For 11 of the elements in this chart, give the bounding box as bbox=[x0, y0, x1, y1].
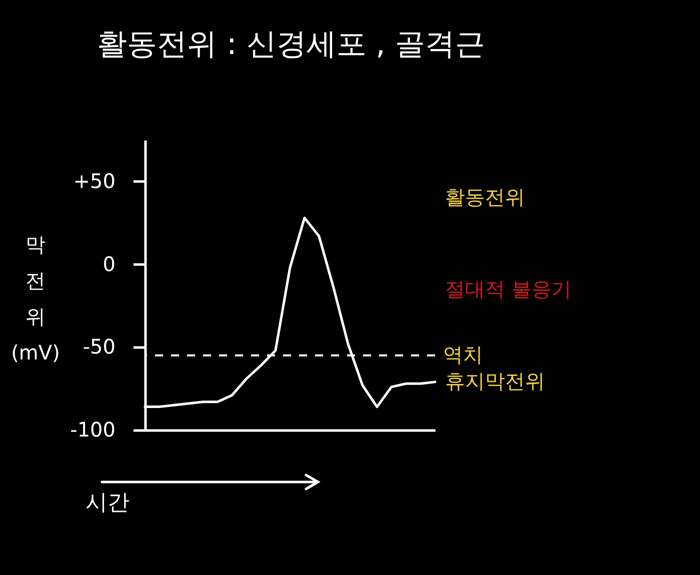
text: 절대적 불응기 bbox=[445, 277, 572, 301]
chart-title: 활동전위 : 신경세포 , 골격근 bbox=[97, 27, 485, 62]
x-axis-title: 시간 bbox=[86, 490, 130, 516]
y-tick-label: -100 bbox=[70, 418, 116, 442]
y-tick-label: -50 bbox=[82, 334, 116, 359]
y-tick-label: 0 bbox=[102, 252, 116, 276]
text: 휴지막전위 bbox=[445, 369, 545, 393]
y-axis-title: 막전위 (mV) bbox=[11, 232, 60, 364]
y-tick-label: +50 bbox=[73, 168, 116, 193]
text: 활동전위 bbox=[445, 185, 525, 209]
ref-line-label: 역치 bbox=[443, 342, 483, 366]
